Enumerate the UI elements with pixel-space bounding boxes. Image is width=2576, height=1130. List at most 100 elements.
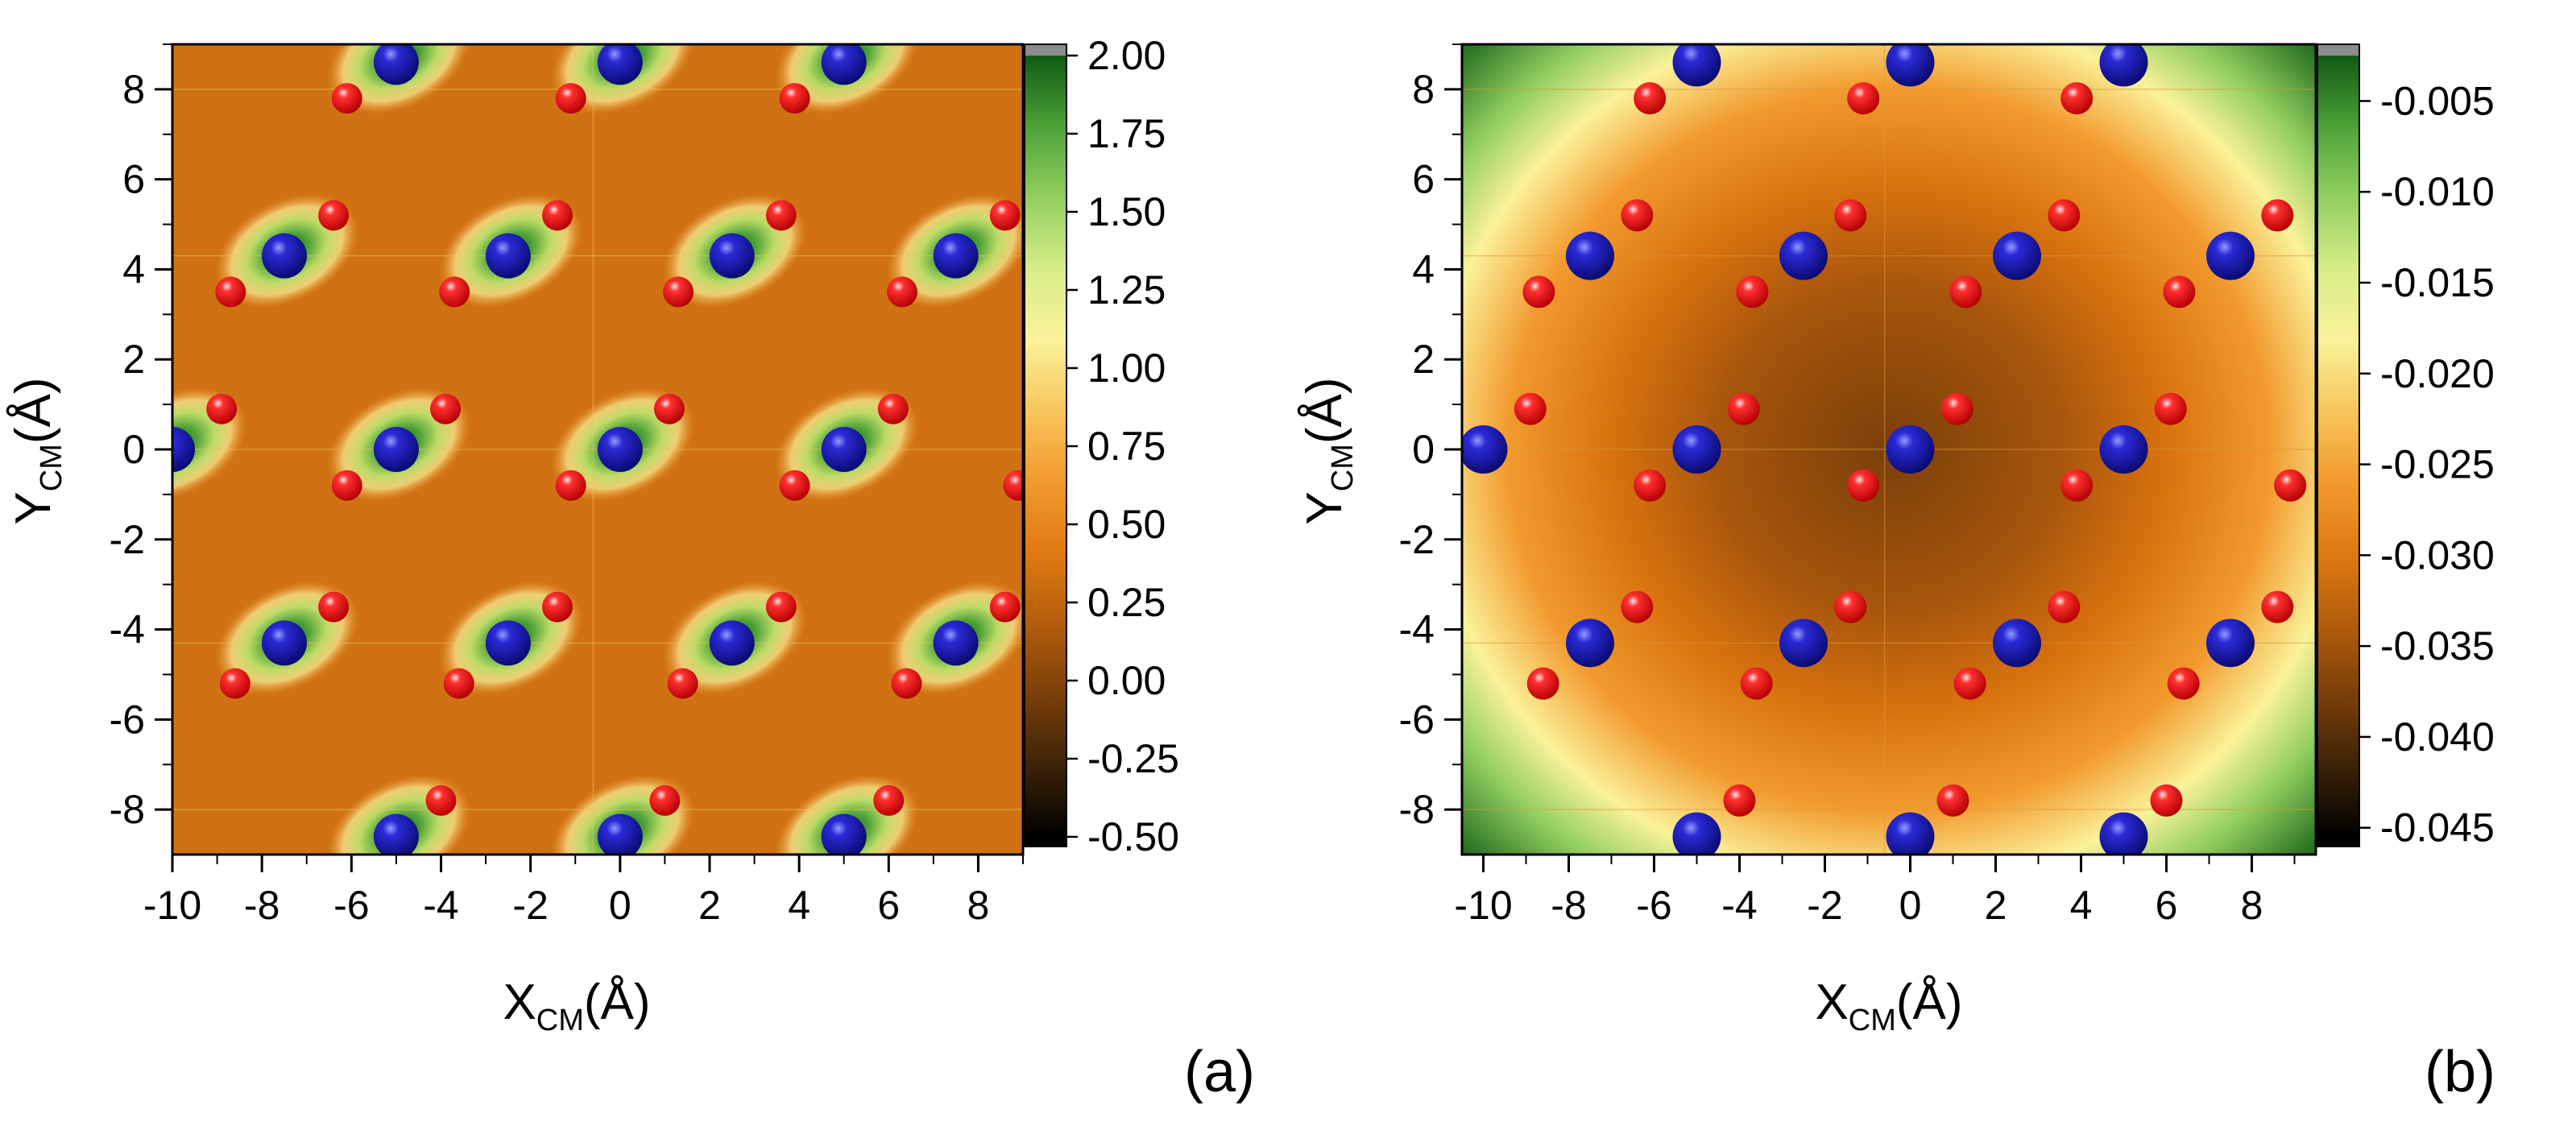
panel-b-y-tick-label-4: 0 <box>1412 427 1435 472</box>
panel-b-atoms <box>1462 44 2307 855</box>
panel-b-blue-atom-15 <box>1672 812 1721 855</box>
panel-a-blue-atom-5 <box>709 233 755 279</box>
panel-a-red-atom-25 <box>667 668 698 699</box>
panel-b-red-atom-0 <box>1634 82 1667 115</box>
panel-a-colorbar-tick-label-8: 0.00 <box>1087 658 1166 703</box>
panel-a-colorbar-tick-label-5: 0.75 <box>1087 424 1166 469</box>
panel-b-red-atom-1 <box>1847 82 1880 115</box>
panel-b-colorbar-frame <box>2317 43 2360 847</box>
panel-b-x-tick-label-0: -10 <box>1454 883 1512 928</box>
panel-b-red-atom-28 <box>1936 784 1969 817</box>
panel-a-red-atom-0 <box>331 83 362 114</box>
panel-a-blue-atom-15 <box>373 813 419 855</box>
panel-b-colorbar-top-cap <box>2317 44 2359 56</box>
panel-a-red-atom-12 <box>430 393 462 424</box>
panel-b-blue-atom-7 <box>1462 425 1508 474</box>
panel-a-red-atom-28 <box>649 784 681 816</box>
panel-b-red-atom-10 <box>2163 275 2196 308</box>
panel-a-blue-atom-9 <box>597 427 643 472</box>
panel-b-x-tick-label-6: 2 <box>1985 883 2007 928</box>
panel-b-blue-atom-5 <box>1993 231 2041 280</box>
panel-b-red-atom-12 <box>1727 392 1760 425</box>
panel-b-blue-atom-2 <box>2099 44 2148 87</box>
panel-b-colorbar-tick-label-4: -0.025 <box>2380 442 2495 487</box>
panel-b: -10 -8 -6 -4 -2 0 2 4 6 8 -8 -6 -4 -2 0 2 4 6 8 XCM(Å) YC… <box>1297 43 2495 1104</box>
panel-b-x-axis: -10 -8 -6 -4 -2 0 2 4 6 8 <box>1454 855 2296 928</box>
panel-a-colorbar-tick-label-7: 0.25 <box>1087 580 1166 625</box>
panel-b-colorbar-tick-label-0: -0.005 <box>2380 78 2495 123</box>
panel-b-colorbar-tick-label-6: -0.035 <box>2380 623 2495 668</box>
panel-a-blue-atom-14 <box>933 620 979 666</box>
panel-a-x-tick-label-7: 4 <box>788 883 810 928</box>
panel-a-red-atom-8 <box>439 276 470 308</box>
panel-a-red-atom-27 <box>425 784 457 816</box>
panel-b-colorbar-tick-label-8: -0.045 <box>2380 805 2495 851</box>
panel-b-blue-atom-14 <box>2206 619 2255 668</box>
panel-b-colorbar-bottom-cap <box>2317 837 2359 846</box>
panel-b-red-atom-2 <box>2060 82 2094 115</box>
panel-b-x-tick-label-1: -8 <box>1551 883 1586 928</box>
panel-b-blue-atom-8 <box>1672 425 1721 474</box>
panel-b-red-atom-29 <box>2150 784 2183 817</box>
panel-a-red-atom-16 <box>555 470 586 501</box>
panel-b-red-atom-6 <box>2261 199 2294 232</box>
panel-a-blue-atom-11 <box>261 620 307 666</box>
panel-b-red-atom-17 <box>2060 469 2094 502</box>
panel-a-x-tick-label-8: 6 <box>877 883 900 928</box>
panel-a-colorbar-tick-label-4: 1.00 <box>1087 346 1166 391</box>
panel-b-red-atom-20 <box>1834 590 1867 623</box>
panel-a-y-tick-label-8: 8 <box>122 67 145 112</box>
panel-a-x-tick-label-4: -2 <box>512 883 548 928</box>
panel-b-colorbar-tick-label-5: -0.030 <box>2380 532 2495 577</box>
panel-b-red-atom-26 <box>2167 667 2200 700</box>
panel-a-x-axis: -10 -8 -6 -4 -2 0 2 4 6 8 <box>143 855 1024 928</box>
panel-b-colorbar-tick-label-2: -0.015 <box>2380 260 2495 305</box>
panel-a-red-atom-29 <box>873 784 905 816</box>
panel-b-x-tick-label-8: 6 <box>2156 883 2178 928</box>
panel-b-blue-atom-13 <box>1993 619 2041 668</box>
panel-b-red-atom-13 <box>1940 392 1973 425</box>
panel-b-y-tick-label-5: 2 <box>1412 337 1435 382</box>
panel-b-blue-atom-16 <box>1886 812 1935 855</box>
panel-a-atoms <box>172 44 1023 855</box>
panel-a-x-tick-label-9: 8 <box>967 883 990 928</box>
panel-b-red-atom-7 <box>1522 275 1555 308</box>
panel-a-colorbar-tick-label-3: 1.25 <box>1087 267 1166 313</box>
panel-b-y-axis: -8 -6 -4 -2 0 2 4 6 8 <box>1399 43 1462 832</box>
panel-a-red-atom-19 <box>318 591 350 623</box>
panel-a-red-atom-7 <box>215 276 246 308</box>
panel-a-colorbar-bottom-cap <box>1025 837 1066 846</box>
panel-a-red-atom-17 <box>779 470 810 501</box>
panel-b-y-tick-label-0: -8 <box>1399 787 1435 832</box>
panel-a-y-tick-label-2: -4 <box>110 607 145 652</box>
panel-a-x-axis-title: XCM(Å) <box>503 975 650 1037</box>
panel-b-red-atom-25 <box>1953 667 1986 700</box>
panel-b-x-tick-label-7: 4 <box>2070 883 2093 928</box>
panel-a-red-atom-23 <box>219 668 251 699</box>
panel-a-colorbar-tick-label-9: -0.25 <box>1087 736 1179 781</box>
panel-a-colorbar-tick-label-0: 2.00 <box>1087 33 1166 78</box>
panel-a-red-atom-10 <box>886 276 917 308</box>
panel-b-x-tick-label-9: 8 <box>2241 883 2263 928</box>
panel-b-colorbar-tick-label-1: -0.010 <box>2380 169 2495 214</box>
panel-b-colorbar-tick-label-3: -0.020 <box>2380 351 2495 396</box>
panel-a-red-atom-18 <box>1003 470 1023 501</box>
panel-a-blue-atom-17 <box>821 813 867 855</box>
panel-b-red-atom-9 <box>1949 275 1982 308</box>
panel-b-red-atom-5 <box>2048 199 2081 232</box>
panel-b-red-atom-4 <box>1834 199 1867 232</box>
panel-b-y-tick-label-2: -4 <box>1399 607 1435 652</box>
panel-a-y-axis-title: YCM(Å) <box>6 377 68 524</box>
panel-a-colorbar-top-cap <box>1025 44 1066 56</box>
panel-a-blue-atom-10 <box>821 427 867 472</box>
panel-a-x-tick-label-0: -10 <box>143 883 201 928</box>
panel-b-red-atom-11 <box>1514 392 1547 425</box>
panel-a-y-tick-label-0: -8 <box>110 787 145 832</box>
panel-b-y-tick-label-8: 8 <box>1412 67 1435 112</box>
panel-b-y-tick-label-6: 4 <box>1412 246 1435 292</box>
panel-a-blue-atom-12 <box>485 620 531 666</box>
panel-a-red-atom-21 <box>765 591 797 623</box>
panel-b-red-atom-22 <box>2261 590 2294 623</box>
panel-b-blue-atom-12 <box>1779 619 1828 668</box>
